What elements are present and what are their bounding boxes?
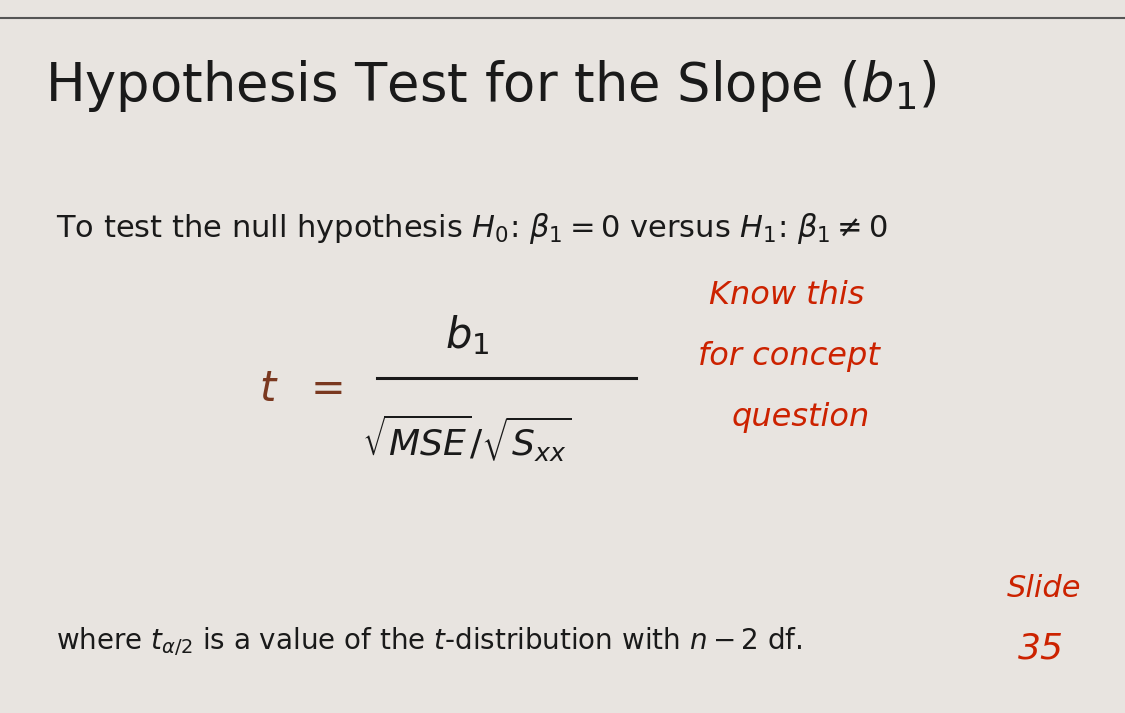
Text: for concept: for concept: [698, 341, 880, 372]
Text: Know this: Know this: [709, 280, 864, 312]
Text: $\sqrt{MSE}/\sqrt{S_{xx}}$: $\sqrt{MSE}/\sqrt{S_{xx}}$: [362, 413, 572, 464]
Text: $b_1$: $b_1$: [444, 313, 489, 357]
Text: Slide: Slide: [1007, 574, 1081, 602]
Text: Hypothesis Test for the Slope $(b_1)$: Hypothesis Test for the Slope $(b_1)$: [45, 58, 937, 113]
Text: To test the null hypothesis $H_0$: $\beta_1 = 0$ versus $H_1$: $\beta_1 \neq 0$: To test the null hypothesis $H_0$: $\bet…: [56, 210, 888, 246]
Text: 35: 35: [1018, 632, 1064, 666]
Text: $t\ \ =$: $t\ \ =$: [259, 368, 343, 409]
Text: question: question: [731, 401, 870, 433]
Text: where $t_{\alpha/2}$ is a value of the $t$-distribution with $n - 2$ df.: where $t_{\alpha/2}$ is a value of the $…: [56, 625, 803, 658]
